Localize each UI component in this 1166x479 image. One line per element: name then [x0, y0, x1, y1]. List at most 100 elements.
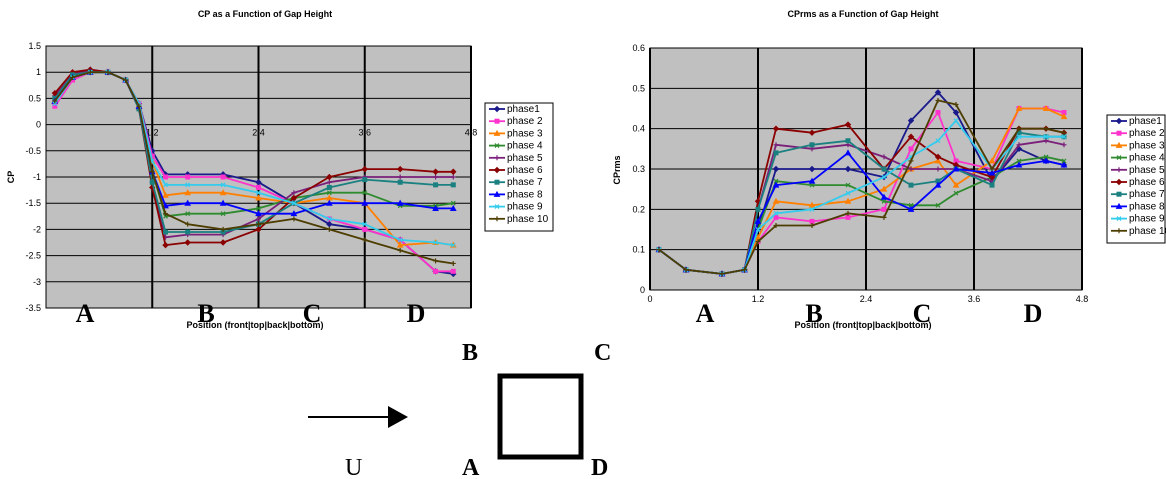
- data-point: [433, 174, 439, 180]
- data-point: [755, 239, 761, 245]
- data-point: [255, 194, 262, 201]
- cprms-grid: [649, 47, 1083, 291]
- legend-marker: [1116, 155, 1122, 161]
- legend-marker: [1116, 216, 1122, 222]
- data-point: [953, 190, 959, 196]
- data-point: [219, 239, 227, 246]
- y-tick-label: 0.4: [632, 124, 645, 134]
- data-point: [290, 194, 298, 202]
- data-point: [808, 165, 816, 173]
- data-point: [397, 237, 403, 243]
- data-point: [220, 182, 226, 188]
- legend-marker: [493, 166, 501, 174]
- data-point: [845, 214, 851, 220]
- legend-label: phase 9: [1129, 214, 1165, 225]
- data-point: [52, 101, 58, 107]
- data-point: [362, 190, 368, 196]
- data-point: [683, 267, 689, 273]
- square-body: [497, 373, 584, 460]
- data-point: [809, 206, 815, 212]
- data-point: [934, 153, 942, 161]
- legend-marker: [493, 105, 501, 113]
- legend-label: phase 3: [1129, 140, 1165, 151]
- data-point: [255, 210, 262, 217]
- data-point: [773, 178, 779, 184]
- data-point: [755, 206, 761, 212]
- data-point: [808, 129, 816, 136]
- legend-label: phase 10: [1129, 226, 1166, 237]
- data-point: [397, 174, 403, 180]
- x-tick-label: 3.6: [968, 294, 981, 304]
- data-point: [162, 241, 169, 249]
- data-point: [256, 206, 261, 211]
- data-point: [844, 121, 852, 128]
- data-point: [1061, 158, 1067, 164]
- legend-marker: [493, 129, 501, 136]
- data-point: [1016, 134, 1022, 140]
- data-point: [772, 125, 780, 132]
- y-tick-label: -2: [33, 224, 41, 234]
- region-letter-a: A: [76, 299, 95, 328]
- data-point: [325, 199, 333, 206]
- data-point: [290, 210, 298, 217]
- cprms-chart: CPrms as a Function of Gap Height 0 1.2 2.…: [612, 9, 1166, 330]
- data-point: [935, 202, 941, 208]
- data-point: [256, 216, 261, 222]
- data-point: [881, 174, 887, 180]
- data-point: [52, 98, 58, 104]
- data-point: [149, 179, 155, 185]
- cp-x-tick-labels: 1.2 2.4 3.6 4.8: [146, 128, 477, 138]
- data-point: [845, 138, 851, 144]
- cp-chart: CP as a Function of Gap Height 1.2 2.4 3.6…: [6, 9, 554, 330]
- data-point: [953, 118, 959, 124]
- legend-marker: [493, 190, 501, 197]
- data-point: [935, 138, 941, 144]
- plot-frame: [45, 45, 472, 309]
- data-point: [149, 169, 155, 175]
- cp-series-group: [51, 66, 457, 278]
- data-point: [880, 193, 888, 200]
- data-point: [396, 165, 404, 173]
- legend-label: phase 4: [507, 141, 543, 152]
- y-tick-label: 0: [640, 285, 645, 295]
- data-point: [1016, 158, 1022, 164]
- data-point: [163, 182, 168, 188]
- x-tick-label: 0: [647, 294, 652, 304]
- data-point: [255, 179, 262, 186]
- region-letter-d: D: [1024, 299, 1043, 328]
- data-point: [450, 200, 456, 206]
- data-point: [162, 202, 169, 209]
- data-point: [450, 242, 456, 248]
- flow-diagram: U B C A D: [308, 340, 611, 479]
- data-point: [362, 237, 368, 243]
- data-point: [432, 204, 439, 211]
- data-point: [719, 271, 725, 277]
- data-point: [433, 258, 439, 264]
- data-point: [952, 165, 960, 172]
- legend-marker: [1115, 202, 1123, 209]
- data-point: [220, 174, 226, 180]
- data-point: [952, 181, 960, 188]
- cp-region-letters: A B C D: [76, 299, 426, 328]
- data-point: [361, 199, 369, 206]
- data-point: [51, 89, 59, 97]
- x-tick-label: 2.4: [252, 128, 265, 138]
- data-point: [1061, 130, 1067, 136]
- data-point: [291, 200, 297, 206]
- cprms-x-axis-label: Position (front|top|back|bottom): [794, 320, 931, 330]
- data-point: [185, 211, 191, 217]
- data-point: [908, 166, 914, 172]
- legend-label: phase 9: [507, 202, 543, 213]
- data-point: [742, 267, 747, 273]
- data-point: [881, 166, 887, 172]
- legend-label: phase 2: [507, 116, 543, 127]
- data-point: [952, 109, 960, 116]
- data-point: [988, 157, 996, 164]
- data-point: [362, 221, 368, 227]
- data-point: [450, 174, 456, 180]
- data-point: [772, 181, 780, 188]
- data-point: [326, 184, 332, 190]
- cp-y-axis-label: CP: [6, 171, 16, 184]
- data-point: [845, 190, 851, 196]
- data-point: [809, 182, 815, 188]
